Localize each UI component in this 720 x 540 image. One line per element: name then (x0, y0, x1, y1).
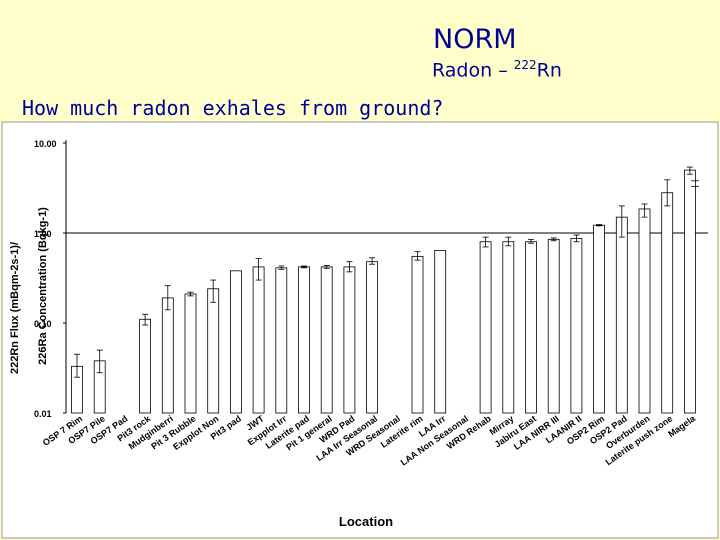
bar (525, 241, 537, 414)
bar (411, 255, 424, 414)
bar (479, 241, 492, 414)
y-axis-label-line1: 222Rn Flux (mBqm-2s-1)/ (9, 242, 21, 374)
bar (161, 297, 174, 414)
y-axis-label-line2: 226Ra Concentration (Bqkg-1) (37, 207, 49, 365)
bar (547, 238, 560, 414)
bar (502, 241, 515, 414)
bar (570, 238, 583, 414)
subtitle-isotope-number: 222 (513, 58, 537, 72)
slide-subtitle: Radon – 222Rn (432, 58, 562, 81)
y-tick-label: 1.00 (34, 229, 52, 239)
bar (343, 266, 356, 414)
bar (252, 266, 265, 414)
subtitle-element: Rn (536, 59, 562, 82)
bar (366, 261, 379, 414)
plot-frame (1, 121, 719, 539)
y-tick-label: 0.01 (34, 409, 52, 419)
bar (139, 318, 152, 414)
bar (275, 267, 288, 414)
x-axis-label: Location (339, 514, 393, 529)
slide-question: How much radon exhales from ground? (22, 96, 444, 120)
bar (684, 169, 696, 414)
bar (434, 250, 447, 414)
bar (184, 293, 197, 414)
bar (229, 270, 242, 414)
bar (298, 266, 310, 414)
slide-title: NORM (433, 24, 517, 55)
bar (593, 224, 605, 414)
bar (207, 288, 220, 414)
y-tick-label: 0.10 (34, 319, 52, 329)
bar (661, 192, 674, 414)
bar (320, 266, 333, 414)
subtitle-prefix: Radon – (432, 59, 514, 82)
y-tick-label: 10.00 (34, 139, 57, 149)
bar (615, 216, 628, 414)
bar (638, 208, 651, 414)
